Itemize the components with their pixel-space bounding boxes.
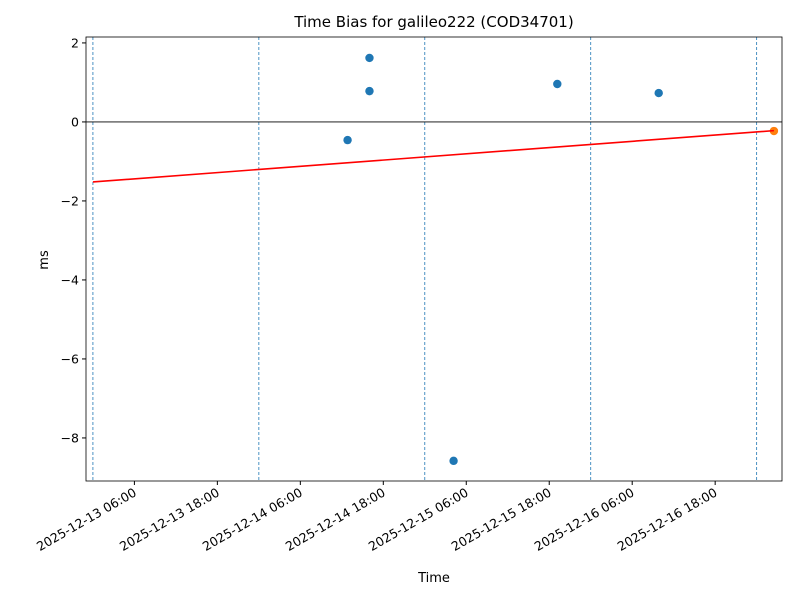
fit-line [92,129,774,183]
y-tick-label: −6 [61,351,79,366]
y-tick-label: −8 [61,430,79,445]
plot-frame [85,36,783,482]
y-axis-label: ms [37,250,52,270]
point [343,135,352,145]
y-tick-label: 2 [71,35,79,50]
point [553,79,562,89]
point [449,456,458,466]
point [654,88,663,98]
chart-title: Time Bias for galileo222 (COD34701) [293,13,573,31]
y-tick-label: 0 [71,114,79,129]
y-tick-label: −2 [61,193,79,208]
y-tick-label: −4 [61,272,79,287]
x-axis-label: Time [417,571,450,586]
point [365,53,374,63]
point [365,86,374,96]
